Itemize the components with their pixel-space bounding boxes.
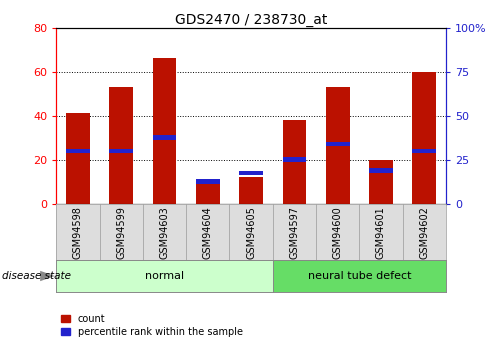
Bar [326,142,349,146]
Bar [283,157,306,162]
Bar [109,87,133,204]
Bar [239,170,263,175]
Bar [326,87,349,204]
Bar [369,168,393,173]
Title: GDS2470 / 238730_at: GDS2470 / 238730_at [175,12,327,27]
Legend: count, percentile rank within the sample: count, percentile rank within the sample [61,314,243,337]
Text: neural tube defect: neural tube defect [308,271,411,281]
Text: GSM94600: GSM94600 [333,206,343,259]
Text: normal: normal [145,271,184,281]
Bar [413,72,436,204]
Bar [109,149,133,153]
Bar [413,149,436,153]
Text: GSM94605: GSM94605 [246,206,256,259]
Bar [196,184,220,204]
Text: GSM94598: GSM94598 [73,206,83,259]
Bar [66,149,90,153]
Bar [153,135,176,140]
Text: GSM94601: GSM94601 [376,206,386,259]
Bar [153,58,176,204]
Polygon shape [40,271,55,281]
Bar [283,120,306,204]
Text: GSM94604: GSM94604 [203,206,213,259]
Bar [239,177,263,204]
Text: GSM94599: GSM94599 [116,206,126,259]
Text: disease state: disease state [2,271,72,281]
Text: GSM94602: GSM94602 [419,206,429,259]
Text: GSM94597: GSM94597 [290,206,299,259]
Bar [369,159,393,204]
Text: GSM94603: GSM94603 [160,206,170,259]
Bar [196,179,220,184]
Bar [66,114,90,204]
